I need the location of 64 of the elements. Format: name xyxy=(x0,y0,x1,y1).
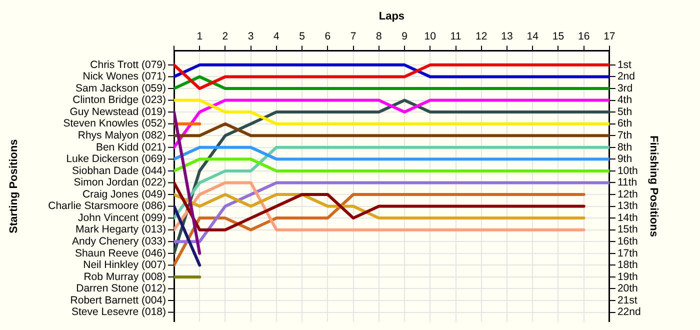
x-axis-title: Laps xyxy=(378,10,405,23)
x-tick-label: 16 xyxy=(578,30,590,42)
y-tick-label: 16th xyxy=(617,236,638,248)
y-tick-label: 2nd xyxy=(617,70,636,83)
text: Darren Stone (012) xyxy=(76,282,166,295)
x-tick-label: 4 xyxy=(274,30,280,42)
y-tick-label: 6th xyxy=(617,118,632,130)
series-label: Nick Wones (071) xyxy=(82,70,166,83)
text: Robert Barnett (004) xyxy=(70,294,166,306)
y-tick-label: 9th xyxy=(617,153,632,166)
y-tick-label: 10th xyxy=(617,164,638,177)
x-tick-label: 17 xyxy=(604,30,616,42)
series-label: Simon Jordan (022) xyxy=(74,176,166,189)
y-tick-label: 14th xyxy=(617,212,638,224)
series-label: Andy Chenery (033) xyxy=(72,236,166,248)
series-label: Clinton Bridge (023) xyxy=(72,94,166,106)
x-tick-label: 1 xyxy=(196,30,203,42)
x-tick-label: 10 xyxy=(424,30,436,42)
y-tick-label: 21st xyxy=(617,294,638,306)
x-tick-label: 2 xyxy=(222,30,228,42)
series-label: Rob Murray (008) xyxy=(84,270,166,283)
y-tick-label: 15th xyxy=(617,224,638,236)
x-tick-label: 6 xyxy=(324,30,331,42)
y-tick-label: 13th xyxy=(617,200,638,212)
series-label: Luke Dickerson (069) xyxy=(66,153,166,166)
y-tick-label: 17th xyxy=(617,247,638,260)
y-tick-label: 8th xyxy=(617,141,632,154)
x-tick-label: 3 xyxy=(248,30,254,42)
y-tick-label: 4th xyxy=(617,94,632,106)
y-tick-label: 20th xyxy=(617,282,638,295)
y-tick-label: 3rd xyxy=(617,82,633,94)
series-label: Rhys Malyon (082) xyxy=(78,129,166,142)
y-tick-label: 11th xyxy=(617,176,638,189)
series-label: Siobhan Dade (044) xyxy=(72,164,166,177)
series-label: Guy Newstead (019) xyxy=(70,106,166,118)
text: Steve Lesevre (018) xyxy=(71,306,166,318)
x-tick-label: 9 xyxy=(402,30,408,42)
series-label: Craig Jones (049) xyxy=(82,188,166,200)
x-tick-label: 15 xyxy=(552,30,564,42)
series-label: Chris Trott (079) xyxy=(90,58,166,71)
series-label: Shaun Reeve (046) xyxy=(74,247,166,260)
series-label: John Vincent (099) xyxy=(78,212,166,224)
series-label: Charlie Starsmoore (086) xyxy=(48,200,166,212)
series-label: Sam Jackson (059) xyxy=(76,82,166,94)
series-label: Mark Hegarty (013) xyxy=(76,224,166,236)
series-label: Steven Knowles (052) xyxy=(63,118,166,130)
x-tick-label: 13 xyxy=(501,30,513,42)
x-tick-label: 5 xyxy=(299,30,306,42)
x-tick-label: 7 xyxy=(350,30,356,42)
series-label: Neil Hinkley (007) xyxy=(83,259,166,272)
text: Starting Positions xyxy=(8,139,20,234)
y-tick-label: 1st xyxy=(617,58,632,71)
y-tick-label: 12th xyxy=(617,188,638,200)
x-tick-label: 14 xyxy=(526,30,539,42)
x-tick-label: 8 xyxy=(376,30,382,42)
y-tick-label: 7th xyxy=(617,129,632,142)
y-tick-label: 18th xyxy=(617,259,638,272)
y-tick-label: 5th xyxy=(617,106,632,118)
y-tick-label: 22nd xyxy=(617,306,641,318)
series-label: Ben Kidd (021) xyxy=(96,141,166,154)
x-tick-label: 12 xyxy=(476,30,488,42)
x-tick-label: 11 xyxy=(450,30,462,42)
y-tick-label: 19th xyxy=(617,270,638,283)
y-axis-title: Finishing Positions xyxy=(647,136,660,237)
